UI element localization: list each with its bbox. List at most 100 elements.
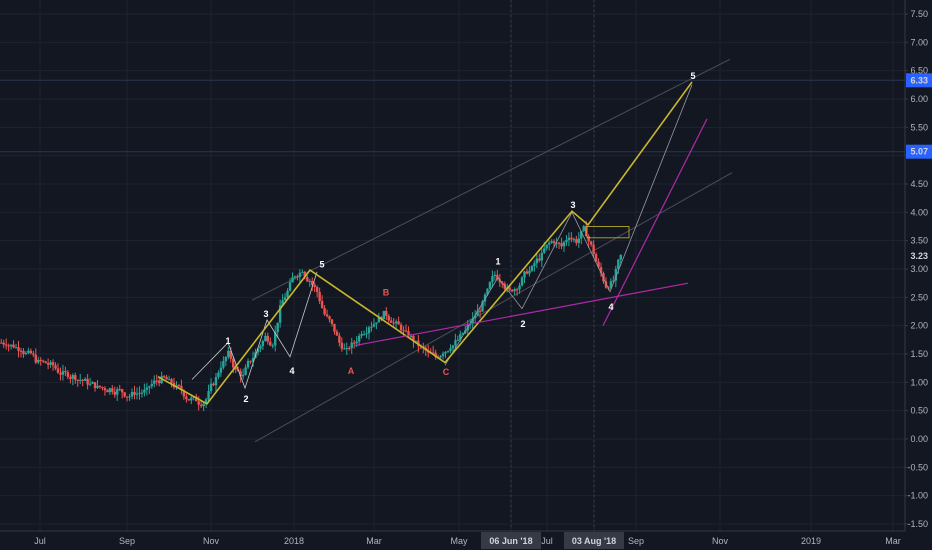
- candle-body: [580, 231, 583, 239]
- candle-body: [19, 350, 23, 352]
- candle-body: [382, 310, 386, 320]
- candle-body: [283, 297, 287, 301]
- candle-body: [66, 372, 70, 377]
- candle-body: [51, 362, 55, 366]
- candle-body: [111, 388, 114, 392]
- candle-body: [2, 342, 5, 345]
- candle-body: [510, 289, 514, 292]
- candle-body: [281, 300, 284, 306]
- candle-body: [572, 239, 576, 241]
- y-tick-label: 6.00: [910, 94, 928, 104]
- candle-body: [74, 375, 77, 380]
- candle-body: [256, 348, 260, 353]
- candle-body: [444, 351, 447, 354]
- candle-body: [328, 316, 331, 320]
- candle-body: [49, 362, 52, 365]
- candle-body: [333, 323, 336, 332]
- candle-body: [234, 367, 237, 370]
- y-tick-label: -0.50: [907, 462, 928, 472]
- candle-body: [212, 383, 215, 386]
- candle-body: [170, 379, 173, 383]
- x-tick-label: Jul: [34, 536, 46, 546]
- candle-body: [550, 241, 553, 243]
- candle-body: [232, 358, 235, 368]
- candle-body: [190, 397, 193, 401]
- y-axis-panel: [905, 0, 932, 550]
- y-tick-label: 2.00: [910, 321, 928, 331]
- candle-body: [155, 380, 158, 382]
- wave-target-box: [586, 226, 630, 239]
- candle-body: [259, 346, 262, 349]
- candle-body: [167, 379, 171, 381]
- candle-body: [177, 385, 181, 387]
- candle-body: [528, 270, 531, 274]
- candle-body: [197, 401, 200, 405]
- candle-body: [69, 376, 72, 379]
- candle-body: [204, 399, 208, 404]
- candle-body: [394, 321, 398, 324]
- price-label-6.33: 6.33: [910, 75, 928, 85]
- candle-body: [525, 271, 529, 274]
- y-tick-label: 1.50: [910, 349, 928, 359]
- candle-body: [187, 399, 191, 401]
- candle-body: [338, 335, 341, 343]
- candle-body: [385, 310, 388, 316]
- candle-body: [570, 237, 573, 240]
- wave-label-2: 2: [520, 319, 525, 329]
- candle-body: [274, 332, 277, 346]
- x-highlight-box: [564, 532, 624, 549]
- candle-body: [153, 380, 156, 384]
- candle-body: [249, 360, 252, 362]
- candle-body: [459, 334, 462, 340]
- candle-body: [138, 392, 141, 394]
- candle-body: [41, 360, 45, 362]
- candle-body: [291, 277, 294, 283]
- candle-body: [599, 267, 603, 274]
- x-tick-label: Mar: [885, 536, 901, 546]
- y-tick-label: 7.00: [910, 37, 928, 47]
- candle-body: [362, 334, 366, 336]
- candle-body: [120, 389, 124, 393]
- candle-body: [335, 331, 339, 336]
- candle-body: [133, 392, 136, 395]
- y-tick-label: 0.00: [910, 434, 928, 444]
- candle-body: [617, 259, 620, 269]
- candle-body: [24, 352, 28, 355]
- candle-body: [128, 396, 131, 398]
- candle-body: [476, 310, 479, 316]
- candle-body: [185, 396, 188, 400]
- x-tick-label: Jul: [541, 536, 553, 546]
- candle-body: [165, 377, 168, 380]
- candle-body: [81, 379, 84, 381]
- candle-body: [278, 305, 282, 323]
- candle-body: [518, 285, 521, 290]
- candle-body: [562, 242, 566, 247]
- candle-body: [0, 342, 3, 344]
- candle-body: [288, 282, 292, 291]
- candle-body: [513, 289, 516, 292]
- x-tick-label: Sep: [119, 536, 135, 546]
- candle-body: [32, 353, 35, 355]
- candle-body: [498, 279, 502, 283]
- candle-body: [27, 350, 30, 353]
- candle-body: [434, 352, 437, 358]
- y-tick-label: -1.00: [907, 491, 928, 501]
- x-axis-panel: [0, 531, 932, 550]
- candle-body: [199, 404, 203, 407]
- candle-body: [37, 359, 40, 363]
- candle-body: [44, 361, 47, 364]
- candle-body: [473, 315, 477, 319]
- candle-body: [582, 226, 585, 232]
- candle-body: [567, 237, 571, 240]
- x-tick-label: 2019: [801, 536, 821, 546]
- candle-body: [17, 347, 20, 351]
- candle-body: [552, 241, 556, 244]
- candle-body: [412, 335, 415, 342]
- candle-body: [612, 280, 615, 282]
- candle-body: [130, 392, 134, 397]
- candle-body: [431, 352, 435, 354]
- candle-body: [76, 379, 79, 381]
- candle-body: [402, 330, 405, 332]
